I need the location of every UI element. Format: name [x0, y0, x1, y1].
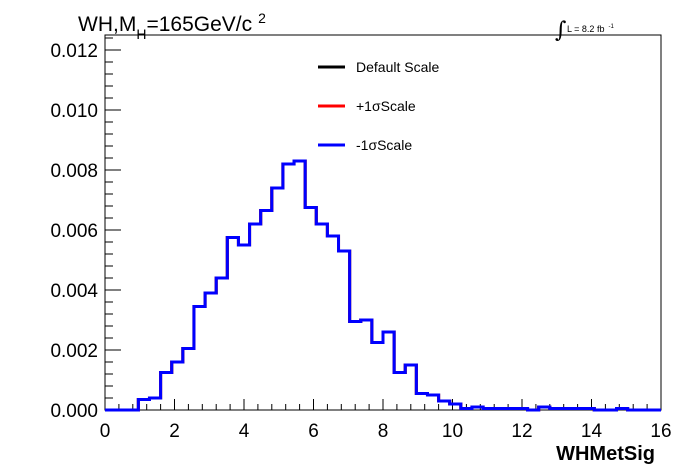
- y-tick-label: 0.010: [50, 101, 98, 122]
- x-tick-label: 4: [239, 421, 250, 442]
- legend-label-1: +1σScale: [356, 98, 416, 114]
- x-tick-label: 16: [650, 421, 671, 442]
- series-line-0: [105, 159, 661, 412]
- luminosity-label: ∫ L = 8.2 fb -1: [555, 18, 614, 43]
- y-axis: 0.000 0.002 0.004 0.006 0.008 0.010 0.012: [50, 37, 121, 422]
- chart-title: WH,MH=165GeV/c 2: [78, 10, 266, 42]
- x-tick-label: 6: [308, 421, 319, 442]
- x-axis-label: WHMetSig: [556, 443, 655, 465]
- legend-label-0: Default Scale: [356, 59, 439, 75]
- histogram-series: [105, 159, 661, 412]
- y-tick-label: 0.012: [50, 41, 98, 62]
- x-tick-label: 0: [100, 421, 111, 442]
- title-subscript: H: [136, 26, 146, 42]
- x-tick-label: 8: [378, 421, 389, 442]
- y-tick-label: 0.004: [50, 281, 98, 302]
- x-tick-label: 14: [581, 421, 603, 442]
- title-superscript: 2: [258, 10, 266, 26]
- x-tick-label: 12: [511, 421, 532, 442]
- y-tick-label: 0.006: [50, 221, 98, 242]
- series-line-1: [105, 159, 661, 412]
- integral-symbol: ∫: [555, 18, 567, 43]
- y-tick-label: 0.000: [50, 401, 98, 422]
- legend-label-2: -1σScale: [356, 137, 412, 153]
- luminosity-text: L = 8.2 fb -1: [567, 24, 614, 34]
- x-tick-label: 2: [169, 421, 180, 442]
- legend: Default Scale +1σScale -1σScale: [318, 59, 439, 153]
- y-tick-label: 0.008: [50, 161, 98, 182]
- x-tick-label: 10: [442, 421, 463, 442]
- series-line-2: [105, 159, 661, 412]
- title-prefix: WH,M: [78, 13, 136, 36]
- y-tick-label: 0.002: [50, 341, 98, 362]
- title-suffix: =165GeV/c: [146, 13, 252, 36]
- plot-frame: [104, 34, 662, 411]
- x-axis: 0 2 4 6 8 10 12 14 16: [100, 399, 672, 442]
